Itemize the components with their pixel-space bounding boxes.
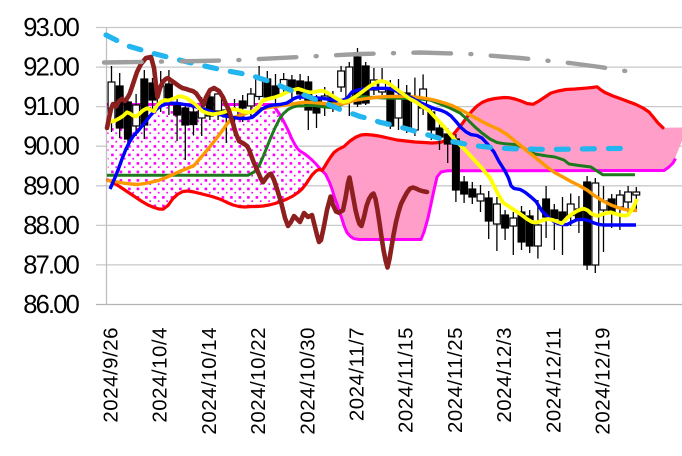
svg-text:93.00: 93.00 bbox=[23, 14, 79, 42]
svg-text:2024/11/7: 2024/11/7 bbox=[347, 327, 369, 421]
svg-text:90.00: 90.00 bbox=[23, 133, 79, 161]
svg-text:2024/10/22: 2024/10/22 bbox=[248, 327, 270, 435]
svg-text:2024/12/11: 2024/12/11 bbox=[543, 327, 565, 433]
svg-text:87.00: 87.00 bbox=[23, 251, 79, 279]
svg-text:2024/10/14: 2024/10/14 bbox=[199, 327, 221, 435]
svg-text:2024/10/4: 2024/10/4 bbox=[150, 327, 172, 423]
svg-text:2024/10/30: 2024/10/30 bbox=[297, 327, 319, 435]
svg-text:86.00: 86.00 bbox=[23, 291, 79, 319]
svg-text:2024/11/15: 2024/11/15 bbox=[396, 327, 418, 433]
svg-text:2024/9/26: 2024/9/26 bbox=[101, 327, 123, 423]
svg-text:91.00: 91.00 bbox=[23, 93, 79, 121]
svg-text:88.00: 88.00 bbox=[23, 212, 79, 240]
svg-text:2024/12/3: 2024/12/3 bbox=[494, 327, 516, 423]
svg-text:89.00: 89.00 bbox=[23, 172, 79, 200]
svg-text:92.00: 92.00 bbox=[23, 54, 79, 82]
svg-text:2024/11/25: 2024/11/25 bbox=[445, 327, 467, 433]
svg-text:2024/12/19: 2024/12/19 bbox=[593, 327, 615, 435]
